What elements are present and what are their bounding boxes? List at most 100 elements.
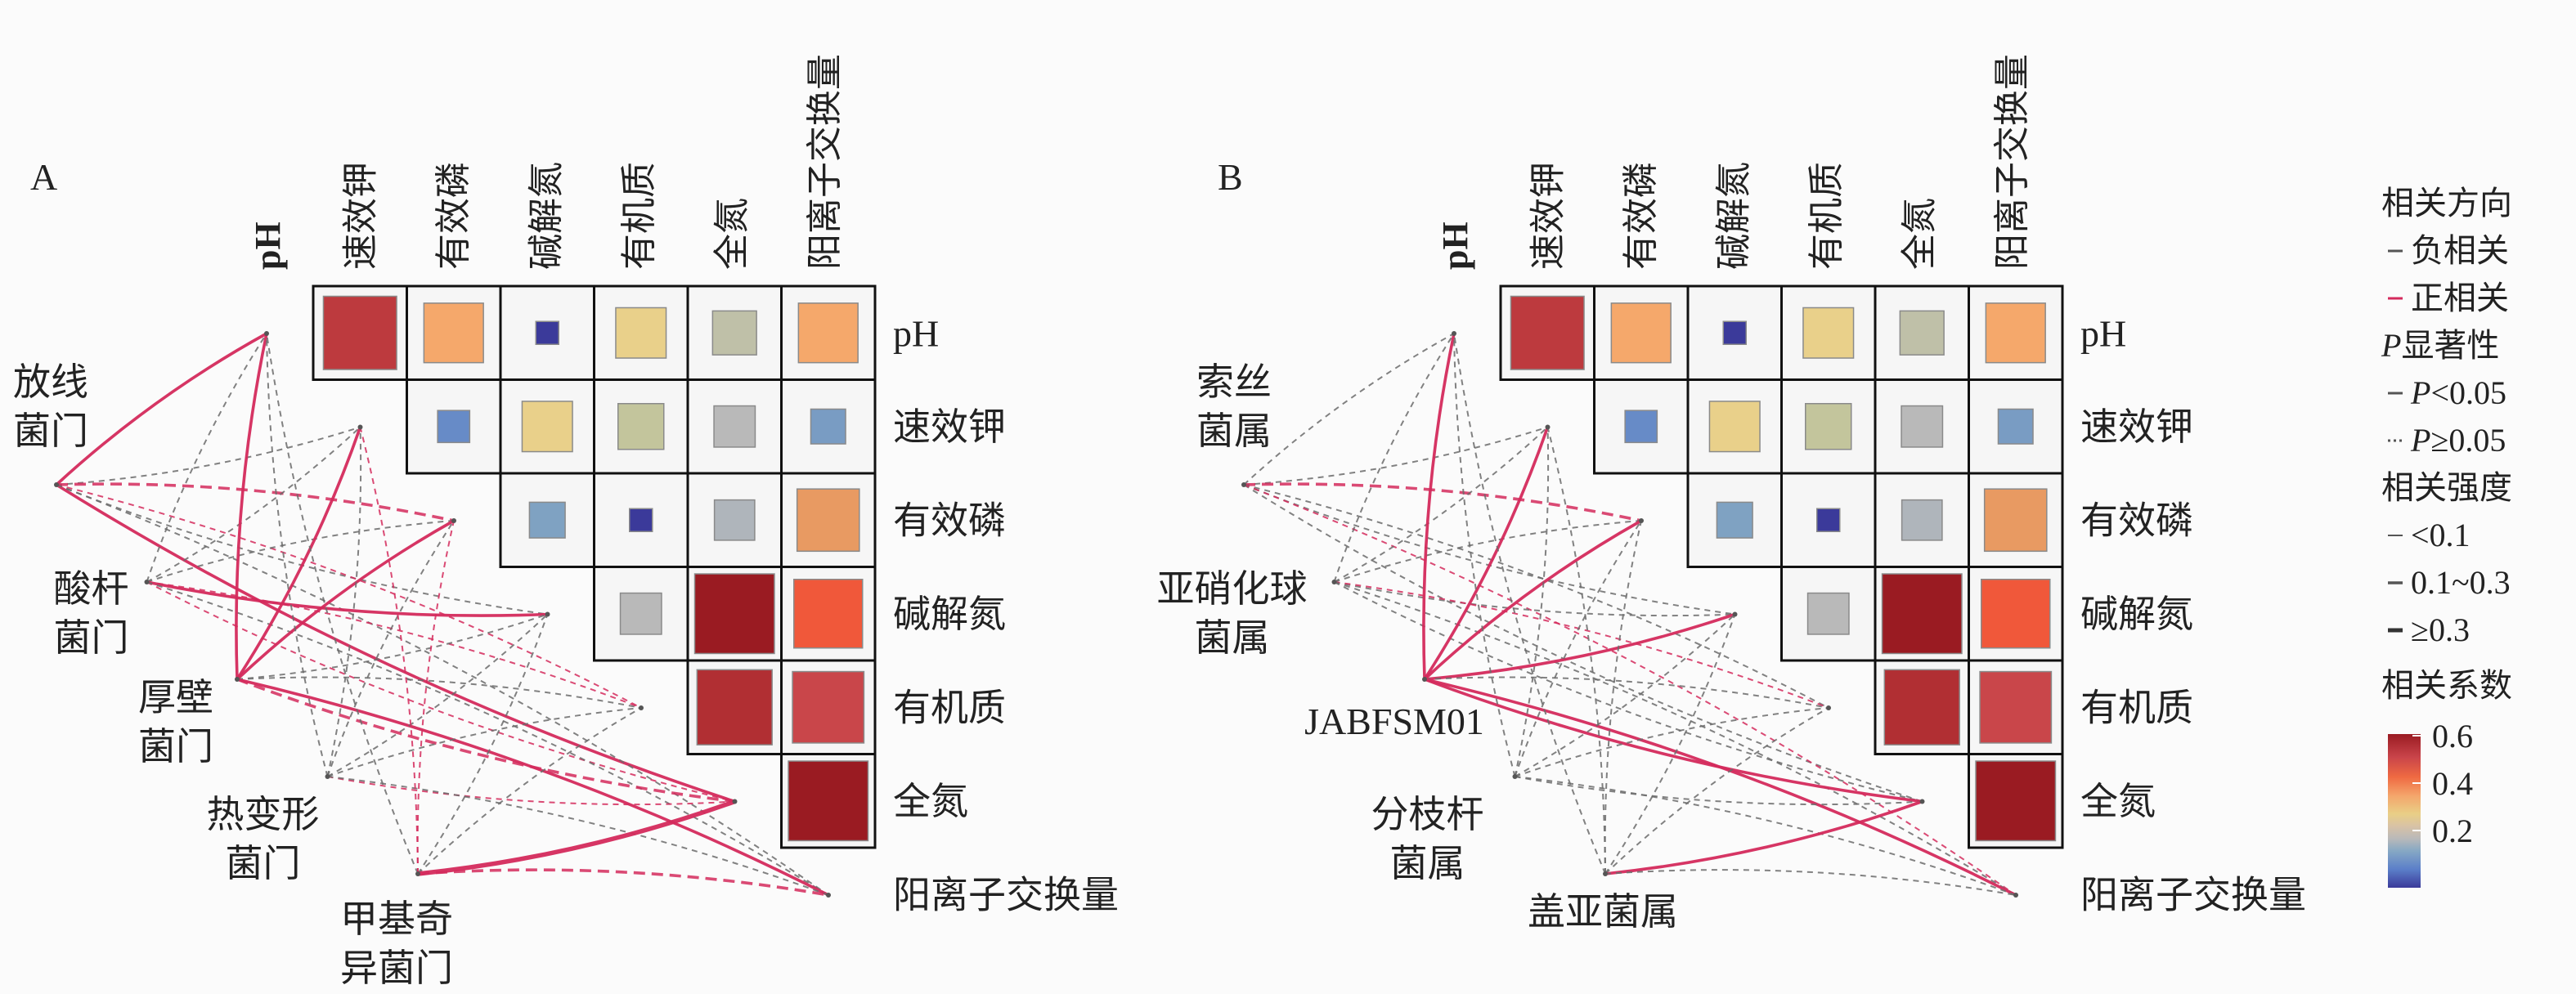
mantel-link (1604, 520, 1642, 875)
mantel-link (146, 581, 735, 803)
mantel-link (146, 581, 642, 709)
mantel-link (236, 678, 829, 897)
panels: ApH 速效钾 有效磷 碱解氮 有机质 全氮 阳离子交换量pH速效钾有效磷碱解氮有机质全氮阳… (13, 54, 2306, 989)
mantel-link (327, 776, 735, 806)
mantel-link (1334, 581, 2017, 896)
mantel-link (1604, 799, 1923, 875)
row-label: 全氮 (2080, 781, 2156, 822)
mantel-link (417, 707, 642, 875)
mantel-link (146, 580, 548, 617)
correlation-square (1983, 488, 2048, 553)
taxon-node (1422, 677, 1427, 682)
mantel-link (1424, 612, 1736, 681)
variable-node (2013, 893, 2018, 898)
panel-letter: B (1218, 156, 1243, 198)
row-label: 速效钾 (2080, 406, 2193, 448)
correlation-square (1901, 405, 1944, 448)
taxon-label: 热变形 (207, 794, 320, 835)
variable-node (639, 705, 644, 710)
mantel-link (1515, 707, 1829, 777)
correlation-square (788, 760, 869, 842)
mantel-link (327, 613, 549, 777)
mantel-link (1424, 678, 2017, 897)
correlation-square (1802, 307, 1855, 359)
row-label: 速效钾 (893, 406, 1006, 448)
mantel-link (326, 520, 455, 777)
correlation-square (1883, 669, 1960, 746)
column-label: 碱解氮 (1714, 162, 1754, 270)
mantel-link (1424, 676, 1829, 709)
taxon-label: 菌门 (226, 843, 301, 884)
correlation-square (797, 302, 859, 364)
correlation-square (696, 669, 773, 746)
correlation-square (1979, 670, 2053, 744)
taxon-node (144, 580, 150, 584)
correlation-square (713, 405, 756, 448)
mantel-link (1453, 333, 1606, 875)
mantel-link (236, 613, 548, 680)
column-label: 有效磷 (1621, 162, 1661, 270)
mantel-link (1515, 776, 2017, 896)
mantel-link (417, 868, 829, 897)
correlation-square (1805, 403, 1852, 450)
mantel-link (359, 427, 419, 875)
mantel-link (56, 484, 642, 709)
mantel-link (327, 707, 642, 777)
colorbar-tick-label: 0.2 (2432, 813, 2473, 849)
row-label: 碱解氮 (893, 593, 1006, 635)
correlation-square (521, 401, 573, 453)
correlation-square (793, 579, 864, 649)
row-label: 有机质 (893, 687, 1006, 728)
mantel-link (146, 520, 455, 583)
colorbar-tick-label: 0.6 (2432, 718, 2473, 754)
taxon-label: 菌属 (1196, 410, 1272, 452)
correlation-square (711, 310, 757, 356)
correlation-square (796, 488, 860, 553)
mantel-link (56, 484, 829, 896)
mantel-link (1243, 484, 1829, 709)
column-label: 碱解氮 (527, 162, 567, 270)
heatmap (1499, 284, 2064, 849)
mantel-link (56, 482, 455, 522)
variable-node (1545, 424, 1551, 430)
mantel-link (1243, 484, 2017, 896)
correlation-square (1997, 408, 2034, 445)
mantel-link (236, 676, 642, 709)
panel-letter: A (30, 156, 57, 198)
mantel-link (1243, 482, 1642, 522)
correlation-square (1716, 501, 1753, 539)
variable-node (451, 518, 456, 523)
variable-node (357, 424, 363, 430)
correlation-square (615, 307, 667, 359)
column-label: 有机质 (1806, 162, 1847, 270)
mantel-link (417, 799, 736, 876)
legend-strength-mid: 0.1~0.3 (2411, 564, 2511, 601)
mantel-link (56, 484, 548, 616)
mantel-link (327, 776, 829, 896)
correlation-square (1624, 410, 1658, 444)
legend: 相关方向负相关正相关P显著性P<0.05P≥0.05相关强度<0.10.1~0.… (2381, 185, 2512, 888)
mantel-link (1334, 581, 1735, 617)
mantel-link (146, 426, 361, 583)
mantel-link (1604, 869, 2017, 896)
taxon-label: 甲基奇 (340, 898, 453, 940)
correlation-square (629, 508, 653, 532)
column-label: 阳离子交换量 (1992, 54, 2032, 270)
column-label: 有机质 (619, 162, 659, 270)
legend-negative: 负相关 (2411, 232, 2509, 269)
variable-node (1826, 705, 1831, 710)
mantel-link (1546, 427, 1606, 875)
mantel-link (1515, 776, 1923, 806)
taxon-node (415, 871, 420, 876)
mantel-link (1243, 333, 1455, 486)
correlation-square (528, 501, 566, 539)
panel-B: BpH 速效钾 有效磷 碱解氮 有机质 全氮 阳离子交换量pH速效钾有效磷碱解氮有机质全氮阳… (1157, 54, 2307, 933)
correlation-square (1899, 310, 1945, 356)
row-label: 碱解氮 (2080, 593, 2193, 635)
column-label: 全氮 (1900, 198, 1940, 270)
mantel-link (1515, 613, 1736, 777)
column-label: 阳离子交换量 (805, 54, 845, 270)
row-label: 有效磷 (2080, 499, 2193, 541)
column-label: 有效磷 (433, 162, 473, 270)
mantel-link (1243, 484, 1735, 616)
